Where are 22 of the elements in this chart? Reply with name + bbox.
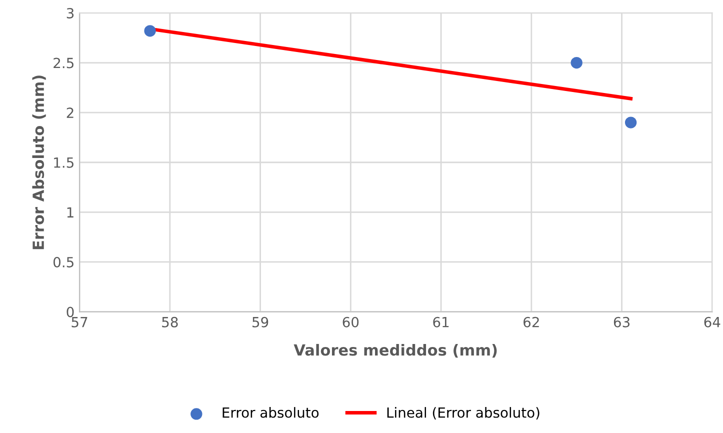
x-tick-label: 64 [704, 316, 720, 328]
x-tick-label: 61 [433, 316, 449, 328]
legend-label: Lineal (Error absoluto) [387, 407, 540, 420]
x-tick-label: 58 [162, 316, 178, 328]
point [144, 25, 156, 37]
y-axis-title: Error Absoluto (mm) [32, 76, 46, 250]
legend-label: Error absoluto [222, 407, 319, 418]
y-tick-label: 2 [66, 108, 74, 118]
y-tick-label: 0 [66, 306, 74, 318]
x-axis-title: Valores mediddos (mm) [294, 344, 497, 358]
point [570, 56, 582, 69]
x-tick-label: 59 [252, 316, 268, 328]
x-tick-label: 63 [614, 316, 630, 328]
point [624, 116, 637, 128]
y-tick-label: 2.5 [54, 58, 74, 68]
y-tick-label: 0.5 [53, 256, 74, 268]
x-tick-label: 57 [72, 317, 88, 328]
y-tick-label: 3 [66, 8, 74, 18]
y-tick-label: 1.5 [54, 158, 74, 168]
x-tick-label: 60 [342, 316, 359, 328]
x-tick-label: 62 [524, 316, 539, 328]
y-tick-label: 1 [67, 207, 74, 218]
